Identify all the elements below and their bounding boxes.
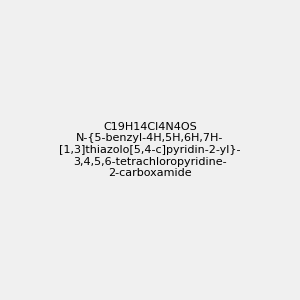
Text: C19H14Cl4N4OS
N-{5-benzyl-4H,5H,6H,7H-
[1,3]thiazolo[5,4-c]pyridin-2-yl}-
3,4,5,: C19H14Cl4N4OS N-{5-benzyl-4H,5H,6H,7H- [… [59, 122, 241, 178]
